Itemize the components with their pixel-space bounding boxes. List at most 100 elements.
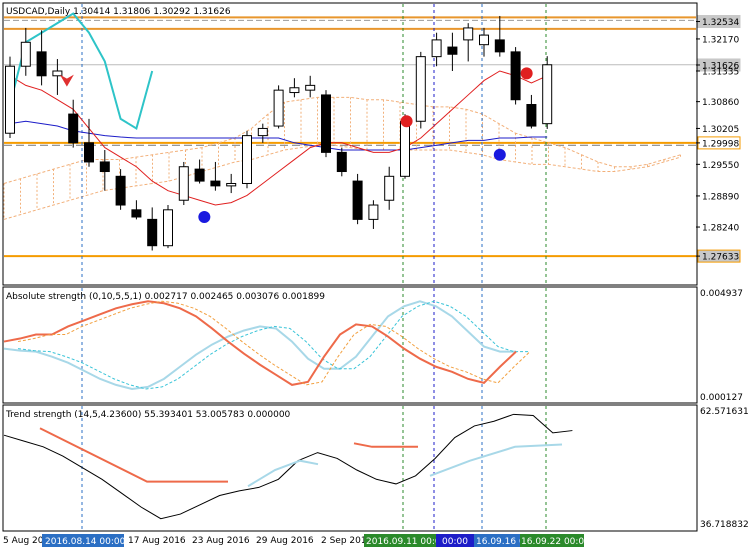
price-label: 1.31626 <box>696 58 741 72</box>
trend-strength-title: Trend strength (14,5,4.23600) 55.393401 … <box>5 410 291 420</box>
candle <box>273 85 284 129</box>
candle <box>210 161 221 191</box>
candle <box>431 32 442 67</box>
kijun-line <box>9 120 548 151</box>
svg-text:1.29550: 1.29550 <box>702 161 739 171</box>
svg-text:1.28240: 1.28240 <box>702 224 739 234</box>
candle <box>447 32 458 72</box>
candle <box>510 47 521 105</box>
cloud-top-line <box>3 96 681 184</box>
candle <box>336 147 347 177</box>
absolute-strength-title: Absolute strength (0,10,5,5,1) 0.002717 … <box>6 292 325 302</box>
time-label-5: 2 Sep 2016 <box>321 536 373 546</box>
buy-signal-dot <box>493 148 506 161</box>
candle <box>526 94 537 129</box>
sell-signal-dot <box>520 67 533 80</box>
candle <box>384 166 395 210</box>
time-label-1: 5 Aug 2016 <box>3 536 55 546</box>
time-bubble-5 <box>520 534 584 547</box>
svg-text:1.30205: 1.30205 <box>702 125 739 135</box>
time-label-4: 29 Aug 2016 <box>256 536 314 546</box>
time-axis: 5 Aug 2016 17 Aug 2016 23 Aug 2016 29 Au… <box>3 534 590 547</box>
absolute-strength-panel[interactable]: Absolute strength (0,10,5,5,1) 0.002717 … <box>2 286 743 404</box>
price-panel-title: USDCAD,Daily 1.30414 1.31806 1.30292 1.3… <box>6 7 231 17</box>
candle <box>68 99 79 148</box>
as-bulls-line <box>3 300 516 390</box>
time-bubble-2-text: 2016.09.11 00:00 <box>366 537 447 547</box>
candle <box>415 51 426 129</box>
trend-bull-line <box>247 459 319 488</box>
candle <box>463 23 474 62</box>
absolute-strength-max-label: 0.004937 <box>700 289 743 299</box>
as-bears-signal <box>17 300 531 386</box>
price-label: 1.32534 <box>696 15 741 29</box>
trend-strength-min-label: 36.718832 <box>700 520 749 530</box>
candle <box>479 27 489 57</box>
absolute-strength-min-label: 0.000127 <box>700 393 743 403</box>
svg-text:1.32534: 1.32534 <box>702 18 739 28</box>
candle <box>542 56 553 129</box>
time-label-2: 17 Aug 2016 <box>128 536 186 546</box>
sell-signal-dot <box>400 115 413 128</box>
as-bears-line <box>3 300 517 386</box>
candle <box>84 118 94 167</box>
trend-bull-line-2 <box>429 443 563 477</box>
price-label: 1.27633 <box>696 249 741 263</box>
time-bubble-3 <box>436 534 474 547</box>
candle <box>289 78 300 98</box>
price-panel-frame <box>2 2 698 286</box>
price-label: 1.28240 <box>696 224 739 234</box>
as-bulls-signal <box>17 300 530 390</box>
candle <box>36 30 47 86</box>
time-bubble-4 <box>474 534 520 547</box>
svg-text:1.31626: 1.31626 <box>702 61 739 71</box>
trend-strength-frame <box>2 404 698 532</box>
price-label: 1.29998 <box>696 136 741 150</box>
price-label: 1.29550 <box>696 161 739 171</box>
svg-text:1.27633: 1.27633 <box>702 253 739 263</box>
time-bubble-4-text: 16.09.16 00:00 <box>476 537 545 547</box>
trend-bear-line-2 <box>353 442 418 448</box>
price-label: 1.30860 <box>696 98 739 108</box>
price-label: 1.30205 <box>696 125 739 135</box>
price-label: 1.31335 <box>696 68 739 78</box>
time-bubble-1 <box>42 534 124 547</box>
trend-strength-line <box>3 413 573 520</box>
sell-arrow-icon <box>59 74 74 87</box>
candle <box>99 149 110 191</box>
trend-bear-line <box>39 427 228 483</box>
candle <box>178 161 189 206</box>
buy-signal-dot <box>198 210 211 223</box>
absolute-strength-frame <box>2 286 698 404</box>
price-label: 1.32170 <box>696 35 739 45</box>
tenkan-line <box>9 70 548 206</box>
time-bubble-2 <box>364 534 436 547</box>
svg-text:1.30860: 1.30860 <box>702 98 739 108</box>
candle <box>163 205 173 249</box>
candle <box>368 200 379 229</box>
candle <box>352 173 363 225</box>
candle <box>5 56 15 139</box>
time-label-3: 23 Aug 2016 <box>192 536 250 546</box>
candle <box>147 207 158 251</box>
time-bubble-1-text: 2016.08.14 00:00 <box>45 537 126 547</box>
candle <box>194 159 205 184</box>
svg-text:1.32170: 1.32170 <box>702 35 739 45</box>
candle <box>115 169 126 210</box>
candle <box>257 123 268 143</box>
svg-text:1.29998: 1.29998 <box>702 139 739 149</box>
trend-strength-panel[interactable]: Trend strength (14,5,4.23600) 55.393401 … <box>2 404 749 532</box>
time-bubble-5-text: 16.09.22 00:00 <box>521 537 590 547</box>
time-bubble-3-text: 00:00 <box>442 537 468 547</box>
candle <box>131 200 142 220</box>
price-panel[interactable]: USDCAD,Daily 1.30414 1.31806 1.30292 1.3… <box>2 2 741 286</box>
trend-strength-max-label: 62.571631 <box>700 407 749 417</box>
candle <box>226 173 237 194</box>
candle <box>305 75 316 98</box>
candle <box>494 15 505 57</box>
candle <box>242 130 252 189</box>
svg-text:1.31335: 1.31335 <box>702 68 739 78</box>
chikou-line <box>9 12 154 130</box>
price-label: 1.28890 <box>696 192 739 202</box>
